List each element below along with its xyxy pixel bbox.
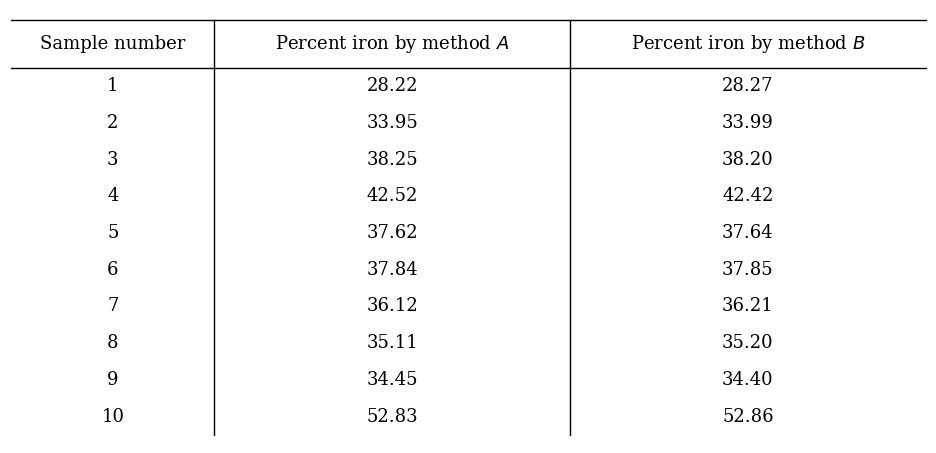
Text: Sample number: Sample number	[40, 35, 185, 53]
Text: 33.95: 33.95	[366, 114, 417, 132]
Text: 9: 9	[107, 371, 118, 389]
Text: 28.22: 28.22	[366, 77, 417, 96]
Text: 3: 3	[107, 151, 118, 169]
Text: 36.21: 36.21	[722, 298, 773, 315]
Text: 37.64: 37.64	[722, 224, 773, 242]
Text: Percent iron by method $B$: Percent iron by method $B$	[630, 33, 864, 55]
Text: 52.83: 52.83	[366, 408, 417, 425]
Text: 6: 6	[107, 261, 118, 279]
Text: 52.86: 52.86	[722, 408, 773, 425]
Text: 8: 8	[107, 334, 118, 352]
Text: 35.11: 35.11	[366, 334, 417, 352]
Text: 38.20: 38.20	[722, 151, 773, 169]
Text: 33.99: 33.99	[721, 114, 773, 132]
Text: 38.25: 38.25	[366, 151, 417, 169]
Text: 5: 5	[107, 224, 118, 242]
Text: Percent iron by method $A$: Percent iron by method $A$	[274, 33, 509, 55]
Text: 35.20: 35.20	[722, 334, 773, 352]
Text: 37.85: 37.85	[722, 261, 773, 279]
Text: 42.42: 42.42	[722, 188, 773, 206]
Text: 2: 2	[107, 114, 118, 132]
Text: 37.62: 37.62	[366, 224, 417, 242]
Text: 7: 7	[107, 298, 118, 315]
Text: 36.12: 36.12	[366, 298, 417, 315]
Text: 42.52: 42.52	[366, 188, 417, 206]
Text: 28.27: 28.27	[722, 77, 773, 96]
Text: 37.84: 37.84	[366, 261, 417, 279]
Text: 4: 4	[107, 188, 118, 206]
Text: 10: 10	[101, 408, 124, 425]
Text: 1: 1	[107, 77, 118, 96]
Text: 34.40: 34.40	[722, 371, 773, 389]
Text: 34.45: 34.45	[366, 371, 417, 389]
